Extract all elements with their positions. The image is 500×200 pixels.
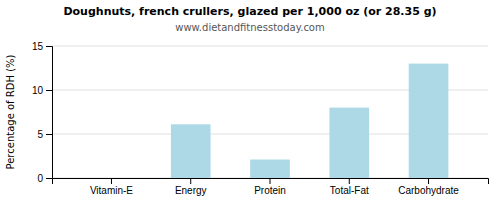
- bar: [92, 178, 132, 179]
- plot: 0 5 10 15 Vitamin-E Energy Protein Total-Fat Car…: [32, 41, 489, 196]
- tick-label: 15: [32, 41, 44, 52]
- grid: [52, 46, 488, 178]
- tick-label: Energy: [175, 185, 207, 196]
- tick-label: Vitamin-E: [90, 185, 133, 196]
- tick-mark: [270, 178, 271, 184]
- x-axis: Vitamin-E Energy Protein Total-Fat Carbohydr…: [53, 178, 489, 196]
- tick-label: Total-Fat: [330, 185, 369, 196]
- title: Doughnuts, french crullers, glazed per 1…: [63, 5, 436, 18]
- tick-mark: [46, 90, 52, 91]
- chart: Doughnuts, french crullers, glazed per 1…: [0, 0, 500, 200]
- tick: 0: [37, 173, 52, 184]
- y-axis-title: Percentage of RDH (%): [5, 54, 16, 169]
- bar: [250, 160, 290, 178]
- tick: Carbohydrate: [398, 178, 459, 196]
- tick-label: 10: [32, 85, 44, 96]
- tick: 10: [32, 85, 52, 96]
- tick-mark: [428, 178, 429, 184]
- grid-line: [52, 46, 488, 47]
- tick-mark: [111, 178, 112, 184]
- tick: 15: [32, 41, 52, 52]
- tick: Energy: [175, 178, 207, 196]
- tick-mark: [46, 178, 52, 179]
- bar: [171, 124, 211, 178]
- bar: [329, 108, 369, 178]
- tick: Protein: [254, 178, 286, 196]
- tick-label: Carbohydrate: [398, 185, 459, 196]
- tick-mark: [46, 46, 52, 47]
- tick-mark: [349, 178, 350, 184]
- tick: 5: [37, 129, 52, 140]
- axis-line: [46, 47, 53, 179]
- tick-label: 5: [37, 129, 43, 140]
- subtitle: www.dietandfitnesstoday.com: [175, 22, 324, 33]
- bar: [409, 64, 449, 178]
- tick: Vitamin-E: [90, 178, 133, 196]
- bars: [171, 64, 448, 178]
- y-axis: 0 5 10 15: [32, 41, 53, 184]
- tick-label: Protein: [254, 185, 286, 196]
- tick: Total-Fat: [330, 178, 369, 196]
- tick-mark: [190, 178, 191, 184]
- tick-label: 0: [37, 173, 43, 184]
- tick-mark: [46, 134, 52, 135]
- axis-line: [53, 179, 489, 185]
